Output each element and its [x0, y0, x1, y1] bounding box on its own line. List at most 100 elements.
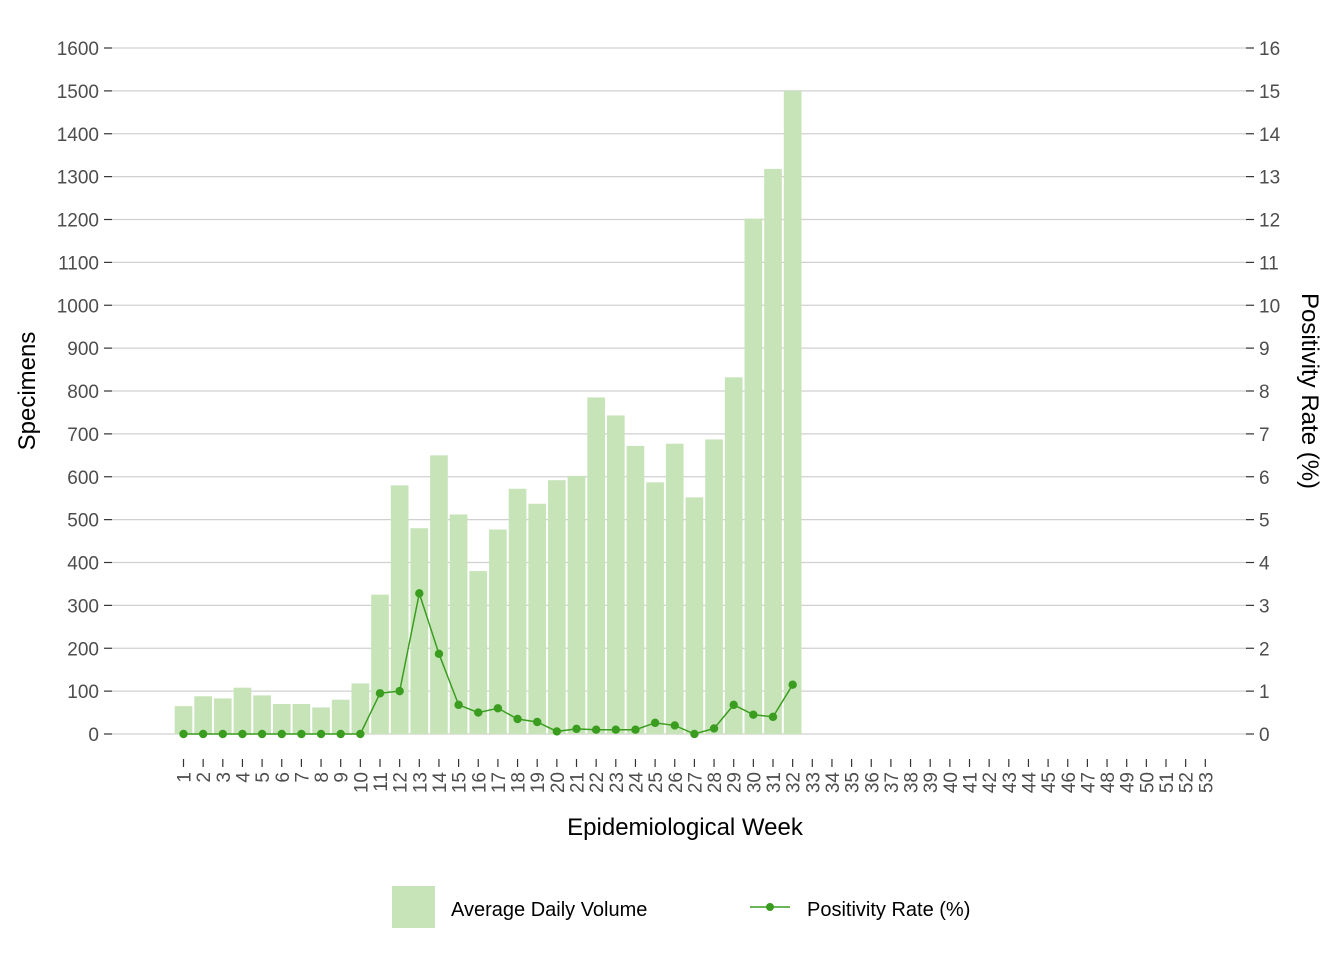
bar [685, 497, 704, 734]
legend-swatch-positivity-point [766, 903, 774, 911]
x-tick-label: 35 [843, 772, 864, 793]
positivity-point [336, 729, 345, 739]
y-tick-label-right: 7 [1259, 425, 1270, 446]
bar [410, 528, 429, 734]
x-tick-label: 47 [1078, 772, 1099, 793]
positivity-point [591, 725, 601, 734]
x-tick-label: 33 [803, 772, 824, 793]
positivity-point [611, 725, 620, 734]
positivity-point [316, 729, 326, 739]
positivity-point [493, 704, 503, 713]
y-tick-label-left: 100 [67, 682, 99, 703]
x-tick-label: 31 [764, 772, 785, 793]
y-tick-label-left: 600 [67, 468, 99, 489]
y-tick-label-left: 1200 [57, 211, 99, 232]
positivity-point [415, 589, 424, 598]
y-tick-label-left: 1100 [58, 253, 99, 274]
positivity-point [690, 729, 699, 739]
x-tick-label: 15 [450, 772, 471, 793]
bar [724, 377, 743, 734]
y-tick-label-right: 9 [1259, 339, 1270, 360]
x-tick-label: 32 [784, 772, 805, 793]
positivity-point [572, 724, 581, 734]
x-tick-label: 11 [371, 772, 392, 792]
x-tick-label: 20 [548, 772, 569, 793]
positivity-point [395, 686, 404, 696]
bar [528, 503, 547, 734]
positivity-point [277, 729, 286, 739]
x-tick-label: 25 [646, 772, 667, 793]
y-tick-label-left: 1400 [57, 125, 99, 146]
bar [430, 455, 448, 734]
positivity-point [729, 700, 738, 710]
positivity-point [552, 727, 562, 736]
x-tick-label: 23 [607, 772, 628, 793]
x-tick-label: 45 [1039, 772, 1060, 793]
bar [292, 703, 311, 734]
positivity-point [670, 721, 679, 730]
x-tick-label: 5 [253, 772, 274, 783]
legend-label-positivity: Positivity Rate (%) [807, 899, 970, 921]
x-tick-label: 9 [332, 772, 353, 783]
x-tick-label: 13 [410, 772, 431, 793]
x-tick-label: 50 [1137, 772, 1158, 793]
positivity-line [179, 589, 797, 739]
y-axis-left: 0 100 200 300 400 500 600 700 800 900 1000 1100 1200… [57, 39, 112, 746]
bar [194, 696, 212, 734]
y-tick-label-right: 11 [1259, 253, 1279, 274]
x-tick-label: 7 [292, 772, 313, 783]
positivity-point [650, 718, 660, 728]
x-tick-label: 14 [430, 772, 451, 794]
x-tick-label: 3 [214, 772, 235, 783]
y-tick-label-left: 1300 [57, 168, 99, 189]
positivity-point [474, 708, 483, 717]
bars [174, 90, 802, 735]
y-axis-title-right: Positivity Rate (%) [1296, 293, 1323, 489]
y-tick-label-right: 10 [1259, 296, 1280, 317]
legend-label-volume: Average Daily Volume [451, 899, 647, 921]
positivity-point [749, 710, 758, 719]
bar [606, 415, 625, 734]
legend-swatch-volume [392, 886, 435, 928]
x-tick-label: 36 [862, 772, 883, 793]
x-tick-label: 27 [685, 772, 706, 793]
x-tick-label: 17 [489, 772, 510, 793]
x-tick-label: 2 [194, 772, 215, 783]
bar [449, 514, 468, 734]
bar [508, 488, 527, 734]
bar [390, 485, 409, 734]
bar [469, 571, 488, 734]
bar [646, 482, 664, 734]
x-tick-label: 29 [725, 772, 746, 793]
y-tick-label-left: 900 [67, 339, 99, 360]
x-tick-label: 22 [587, 772, 608, 793]
positivity-point [709, 724, 719, 733]
positivity-point [788, 680, 797, 689]
bar [272, 703, 291, 734]
bar [213, 698, 232, 734]
x-tick-label: 24 [626, 772, 647, 794]
positivity-point [513, 714, 522, 724]
positivity-point [257, 729, 267, 739]
positivity-point [198, 729, 208, 739]
positivity-point [297, 729, 306, 739]
x-tick-label: 4 [233, 772, 254, 783]
x-tick-label: 42 [980, 772, 1001, 793]
positivity-point [454, 700, 463, 710]
y-tick-label-left: 800 [67, 382, 99, 403]
x-tick-label: 34 [823, 772, 844, 794]
y-tick-label-right: 8 [1259, 382, 1270, 403]
x-tick-label: 44 [1019, 772, 1040, 794]
bar [626, 445, 645, 734]
bar [744, 218, 763, 734]
y-tick-label-right: 2 [1259, 639, 1270, 660]
x-tick-label: 38 [902, 772, 923, 793]
x-tick-label: 8 [312, 772, 333, 783]
bar [764, 168, 782, 735]
x-tick-label: 40 [941, 772, 962, 793]
positivity-point [631, 725, 640, 734]
x-tick-label: 12 [391, 772, 412, 793]
x-tick-label: 28 [705, 772, 726, 793]
y-tick-label-left: 700 [67, 425, 99, 446]
positivity-point [218, 729, 227, 739]
